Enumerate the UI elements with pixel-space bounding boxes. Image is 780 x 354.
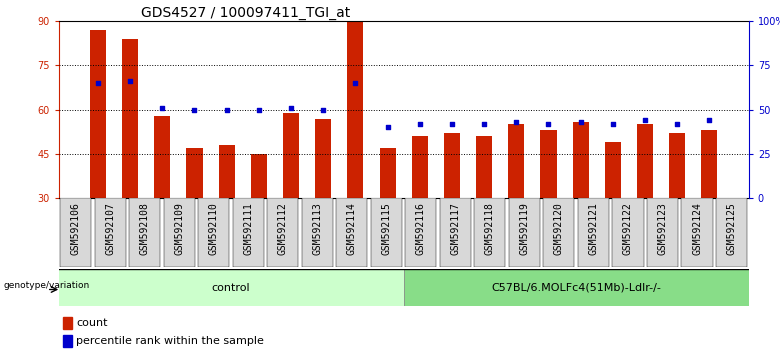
FancyBboxPatch shape xyxy=(544,198,575,267)
Text: GSM592118: GSM592118 xyxy=(485,202,495,255)
Bar xyxy=(637,125,653,198)
Text: genotype/variation: genotype/variation xyxy=(3,281,90,290)
Bar xyxy=(251,154,267,198)
Point xyxy=(574,119,587,125)
Bar xyxy=(186,148,203,198)
Bar xyxy=(63,335,72,347)
Point xyxy=(349,80,362,86)
Bar xyxy=(701,130,718,198)
Text: GSM592124: GSM592124 xyxy=(692,202,702,255)
FancyBboxPatch shape xyxy=(268,198,299,267)
FancyBboxPatch shape xyxy=(404,269,749,306)
Text: GSM592125: GSM592125 xyxy=(726,202,736,255)
Point xyxy=(607,121,619,127)
FancyBboxPatch shape xyxy=(336,198,367,267)
Text: GSM592111: GSM592111 xyxy=(243,202,254,255)
Text: GSM592117: GSM592117 xyxy=(450,202,460,255)
Point xyxy=(381,125,394,130)
Point xyxy=(510,119,523,125)
Bar xyxy=(444,133,460,198)
FancyBboxPatch shape xyxy=(612,198,644,267)
Point xyxy=(156,105,168,111)
Point xyxy=(478,121,491,127)
Bar xyxy=(476,136,492,198)
Point xyxy=(639,118,651,123)
Point xyxy=(317,107,329,113)
FancyBboxPatch shape xyxy=(647,198,678,267)
Text: GSM592107: GSM592107 xyxy=(105,202,115,255)
Text: percentile rank within the sample: percentile rank within the sample xyxy=(76,336,264,346)
Text: GSM592123: GSM592123 xyxy=(658,202,668,255)
Point xyxy=(703,118,715,123)
Text: C57BL/6.MOLFc4(51Mb)-Ldlr-/-: C57BL/6.MOLFc4(51Mb)-Ldlr-/- xyxy=(491,282,661,293)
FancyBboxPatch shape xyxy=(509,198,540,267)
Text: GSM592106: GSM592106 xyxy=(71,202,81,255)
Point xyxy=(188,107,200,113)
FancyBboxPatch shape xyxy=(60,198,91,267)
Bar xyxy=(283,113,299,198)
FancyBboxPatch shape xyxy=(302,198,333,267)
Bar xyxy=(347,21,363,198)
FancyBboxPatch shape xyxy=(164,198,195,267)
Point xyxy=(445,121,458,127)
Bar xyxy=(315,119,332,198)
FancyBboxPatch shape xyxy=(474,198,505,267)
Point xyxy=(542,121,555,127)
FancyBboxPatch shape xyxy=(440,198,471,267)
FancyBboxPatch shape xyxy=(370,198,402,267)
Point xyxy=(413,121,426,127)
Bar xyxy=(154,116,170,198)
FancyBboxPatch shape xyxy=(716,198,747,267)
Point xyxy=(671,121,683,127)
Bar xyxy=(573,121,589,198)
Bar xyxy=(218,145,235,198)
Text: GSM592113: GSM592113 xyxy=(312,202,322,255)
FancyBboxPatch shape xyxy=(94,198,126,267)
Text: GSM592109: GSM592109 xyxy=(174,202,184,255)
Bar xyxy=(122,39,138,198)
Text: GSM592116: GSM592116 xyxy=(416,202,426,255)
Text: GSM592110: GSM592110 xyxy=(209,202,219,255)
FancyBboxPatch shape xyxy=(232,198,264,267)
Text: GSM592115: GSM592115 xyxy=(381,202,392,255)
Point xyxy=(253,107,265,113)
FancyBboxPatch shape xyxy=(129,198,161,267)
Bar xyxy=(669,133,686,198)
Text: GSM592112: GSM592112 xyxy=(278,202,288,255)
Text: GSM592114: GSM592114 xyxy=(347,202,357,255)
FancyBboxPatch shape xyxy=(58,269,404,306)
FancyBboxPatch shape xyxy=(578,198,609,267)
Text: GDS4527 / 100097411_TGI_at: GDS4527 / 100097411_TGI_at xyxy=(141,6,350,20)
Bar xyxy=(509,125,524,198)
Bar xyxy=(90,30,106,198)
FancyBboxPatch shape xyxy=(198,198,229,267)
Bar xyxy=(604,142,621,198)
Bar xyxy=(380,148,395,198)
Bar xyxy=(412,136,427,198)
FancyBboxPatch shape xyxy=(406,198,437,267)
Bar xyxy=(63,317,72,329)
Text: GSM592119: GSM592119 xyxy=(519,202,530,255)
Text: GSM592122: GSM592122 xyxy=(623,202,633,255)
FancyBboxPatch shape xyxy=(682,198,713,267)
Text: GSM592108: GSM592108 xyxy=(140,202,150,255)
Text: GSM592121: GSM592121 xyxy=(588,202,598,255)
Point xyxy=(285,105,297,111)
Bar xyxy=(541,130,556,198)
Point xyxy=(124,79,136,84)
Text: GSM592120: GSM592120 xyxy=(554,202,564,255)
Text: count: count xyxy=(76,318,108,328)
Point xyxy=(92,80,105,86)
Point xyxy=(221,107,233,113)
Text: control: control xyxy=(211,282,250,293)
